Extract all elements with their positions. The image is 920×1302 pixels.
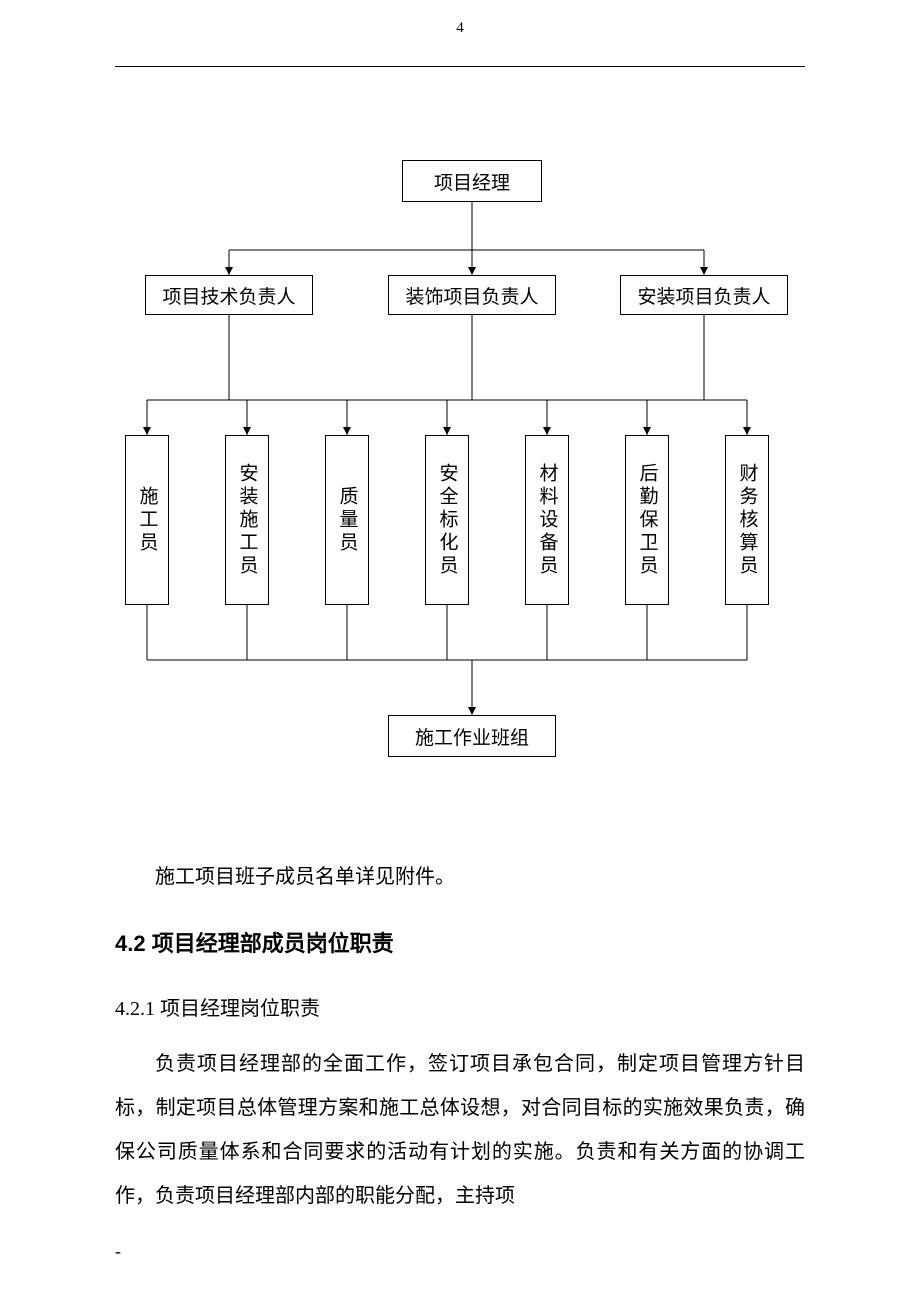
paragraph-2: 负责项目经理部的全面工作，签订项目承包合同，制定项目管理方针目标，制定项目总体管…	[115, 1042, 805, 1218]
header-rule	[115, 66, 805, 67]
node-root: 项目经理	[402, 160, 542, 202]
node-l3-2: 安装施工员	[225, 435, 269, 605]
footer-dash: -	[115, 1241, 121, 1262]
org-chart: 项目经理 项目技术负责人 装饰项目负责人 安装项目负责人 施工员 安装施工员 质…	[115, 160, 815, 800]
node-l3-4: 安全标化员	[425, 435, 469, 605]
section-heading: 4.2 项目经理部成员岗位职责	[115, 926, 394, 958]
node-l3-3: 质量员	[325, 435, 369, 605]
page-number: 4	[456, 20, 464, 37]
node-l3-1: 施工员	[125, 435, 169, 605]
subsection-heading: 4.2.1 项目经理岗位职责	[115, 992, 320, 1021]
node-l3-7: 财务核算员	[725, 435, 769, 605]
node-l3-5: 材料设备员	[525, 435, 569, 605]
paragraph-1: 施工项目班子成员名单详见附件。	[115, 855, 805, 899]
node-bottom: 施工作业班组	[388, 715, 556, 757]
node-l2-mid: 装饰项目负责人	[388, 275, 556, 315]
node-l3-6: 后勤保卫员	[625, 435, 669, 605]
node-l2-left: 项目技术负责人	[145, 275, 313, 315]
node-l2-right: 安装项目负责人	[620, 275, 788, 315]
